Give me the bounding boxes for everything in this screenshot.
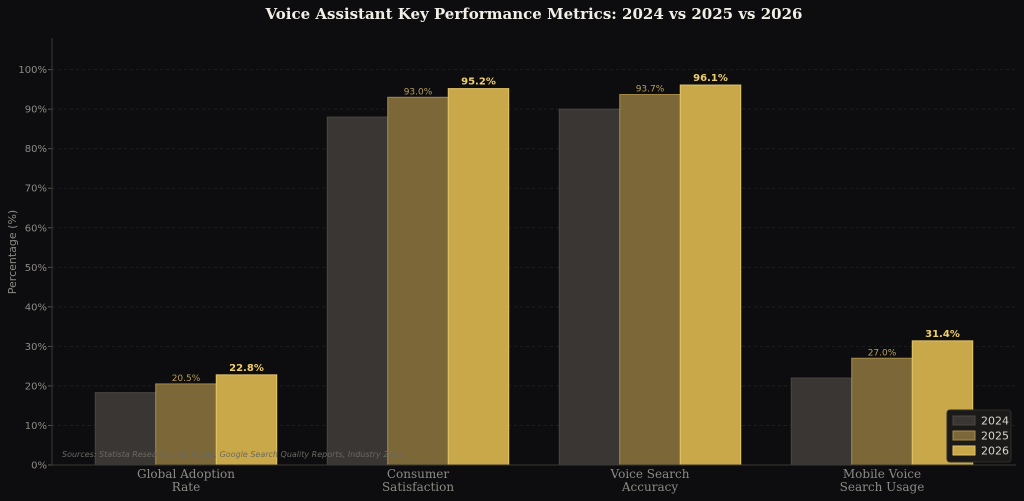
data-label-2025: 93.0% [404,87,433,97]
bar-2025-3 [851,357,913,466]
source-note: Sources: Statista Research, J.D. Power, … [62,450,404,459]
x-tick-label: Global Adoption [137,467,235,481]
bar-2026-1 [447,88,510,466]
x-tick-label: Voice Search [610,467,690,481]
data-label-2026: 31.4% [925,329,960,340]
bar-2026-0 [215,374,278,466]
y-tick-label: 40% [25,302,47,313]
bar-2025-1 [387,96,449,466]
y-tick-label: 30% [25,342,47,353]
x-tick-label: Satisfaction [382,480,454,494]
bar-2024-3 [790,377,853,466]
x-tick-label: Consumer [387,467,450,481]
data-label-2025: 27.0% [868,348,897,358]
data-label-2026: 22.8% [229,363,264,374]
bar-2024-0 [94,392,157,466]
bar-2024-1 [326,116,389,466]
y-tick-label: 10% [25,421,47,432]
data-label-2025: 20.5% [172,374,201,384]
data-labels: 20.5% 22.8% 93.0% 95.2% 93.7% 96.1% 27.0% 31.4% [172,73,960,384]
x-tick-label: Rate [172,480,200,494]
legend-swatch-2025 [952,430,976,441]
y-tick-label: 20% [25,381,47,392]
legend: 2024 2025 2026 [946,409,1012,463]
y-tick-label: 80% [25,144,47,155]
legend-swatch-2024 [952,415,976,426]
bar-2024-2 [558,108,621,466]
legend-label-2026: 2026 [981,445,1009,458]
gridlines [52,69,1016,426]
y-tick-label: 50% [25,263,47,274]
bar-2025-2 [619,94,681,466]
x-tick-label: Mobile Voice [843,467,921,481]
legend-label-2025: 2025 [981,430,1009,443]
y-axis: 0% 10% 20% 30% 40% 50% 60% 70% 80% 90% 100% [18,38,53,472]
x-tick-label: Search Usage [840,480,925,494]
data-label-2026: 95.2% [461,77,496,88]
x-tick-label: Accuracy [621,480,678,494]
y-tick-label: 70% [25,184,47,195]
bars [94,84,974,466]
y-tick-label: 100% [18,65,47,76]
data-label-2025: 93.7% [636,85,665,95]
legend-label-2024: 2024 [981,415,1009,428]
y-tick-label: 90% [25,105,47,116]
data-label-2026: 96.1% [693,73,728,84]
y-tick-label: 0% [31,461,47,472]
y-axis-label: Percentage (%) [6,210,19,294]
y-tick-label: 60% [25,223,47,234]
legend-swatch-2026 [952,445,976,456]
bar-2026-2 [679,84,742,466]
chart-title: Voice Assistant Key Performance Metrics:… [265,5,803,23]
